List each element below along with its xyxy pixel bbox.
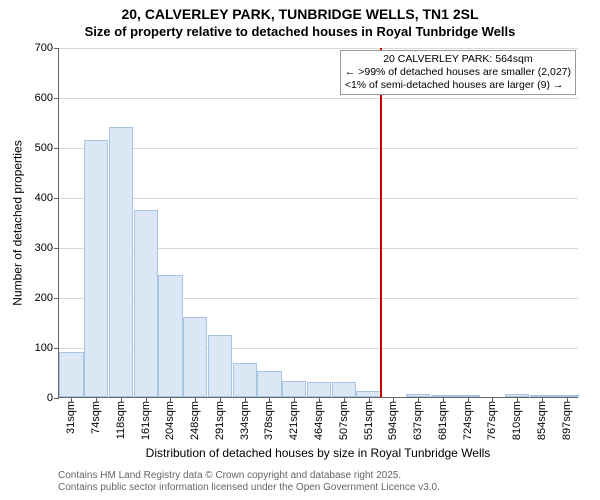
histogram-bar — [257, 371, 281, 397]
x-tick-label: 291sqm — [214, 401, 226, 440]
x-tick-label: 507sqm — [338, 401, 350, 440]
x-tick-label: 378sqm — [263, 401, 275, 440]
x-tick-label: 854sqm — [536, 401, 548, 440]
y-tick-label: 300 — [35, 242, 53, 254]
x-tick-label: 594sqm — [387, 401, 399, 440]
x-tick-label: 897sqm — [561, 401, 573, 440]
x-tick-label: 421sqm — [288, 401, 300, 440]
gridline — [59, 48, 578, 49]
x-tick-label: 637sqm — [412, 401, 424, 440]
annotation-box: 20 CALVERLEY PARK: 564sqm← >99% of detac… — [340, 50, 576, 95]
x-tick-label: 248sqm — [189, 401, 201, 440]
property-marker-line — [380, 48, 382, 397]
y-tick-label: 500 — [35, 142, 53, 154]
histogram-bar — [158, 275, 182, 398]
gridline — [59, 198, 578, 199]
x-tick-label: 161sqm — [140, 401, 152, 440]
histogram-bar — [307, 382, 331, 397]
chart-title-description: Size of property relative to detached ho… — [0, 24, 600, 39]
footer-line-2: Contains public sector information licen… — [58, 482, 440, 494]
x-tick-label: 334sqm — [239, 401, 251, 440]
gridline — [59, 98, 578, 99]
x-tick-label: 118sqm — [115, 401, 127, 439]
histogram-bar — [134, 210, 158, 398]
y-tick — [54, 98, 59, 99]
annotation-line: 20 CALVERLEY PARK: 564sqm — [345, 53, 571, 66]
property-size-chart: 20, CALVERLEY PARK, TUNBRIDGE WELLS, TN1… — [0, 0, 600, 500]
histogram-bar — [233, 363, 257, 397]
y-tick — [54, 148, 59, 149]
plot-area: 010020030040050060070031sqm74sqm118sqm16… — [58, 48, 578, 398]
y-tick-label: 700 — [35, 42, 53, 54]
chart-title-address: 20, CALVERLEY PARK, TUNBRIDGE WELLS, TN1… — [0, 6, 600, 22]
y-tick-label: 200 — [35, 292, 53, 304]
annotation-line: ← >99% of detached houses are smaller (2… — [345, 66, 571, 79]
histogram-bar — [109, 127, 133, 397]
x-tick-label: 464sqm — [313, 401, 325, 440]
y-axis-title: Number of detached properties — [10, 48, 26, 398]
x-tick-label: 204sqm — [164, 401, 176, 440]
x-tick-label: 767sqm — [486, 401, 498, 440]
gridline — [59, 148, 578, 149]
x-tick-label: 74sqm — [90, 401, 102, 434]
y-tick-label: 100 — [35, 342, 53, 354]
histogram-bar — [332, 382, 356, 397]
x-tick-label: 724sqm — [462, 401, 474, 440]
histogram-bar — [183, 317, 207, 397]
y-tick-label: 400 — [35, 192, 53, 204]
histogram-bar — [84, 140, 108, 398]
histogram-bar — [59, 352, 83, 397]
y-tick — [54, 48, 59, 49]
chart-footer: Contains HM Land Registry data © Crown c… — [58, 470, 440, 494]
x-tick-label: 31sqm — [65, 401, 77, 434]
histogram-bar — [282, 381, 306, 397]
annotation-line: <1% of semi-detached houses are larger (… — [345, 79, 571, 92]
y-tick — [54, 398, 59, 399]
footer-line-1: Contains HM Land Registry data © Crown c… — [58, 470, 440, 482]
x-tick-label: 681sqm — [437, 401, 449, 440]
y-tick — [54, 198, 59, 199]
y-tick — [54, 248, 59, 249]
histogram-bar — [208, 335, 232, 398]
x-tick-label: 551sqm — [363, 401, 375, 440]
y-tick — [54, 298, 59, 299]
x-tick-label: 810sqm — [511, 401, 523, 440]
x-axis-title: Distribution of detached houses by size … — [58, 446, 578, 460]
y-tick-label: 0 — [47, 392, 53, 404]
y-tick — [54, 348, 59, 349]
y-tick-label: 600 — [35, 92, 53, 104]
